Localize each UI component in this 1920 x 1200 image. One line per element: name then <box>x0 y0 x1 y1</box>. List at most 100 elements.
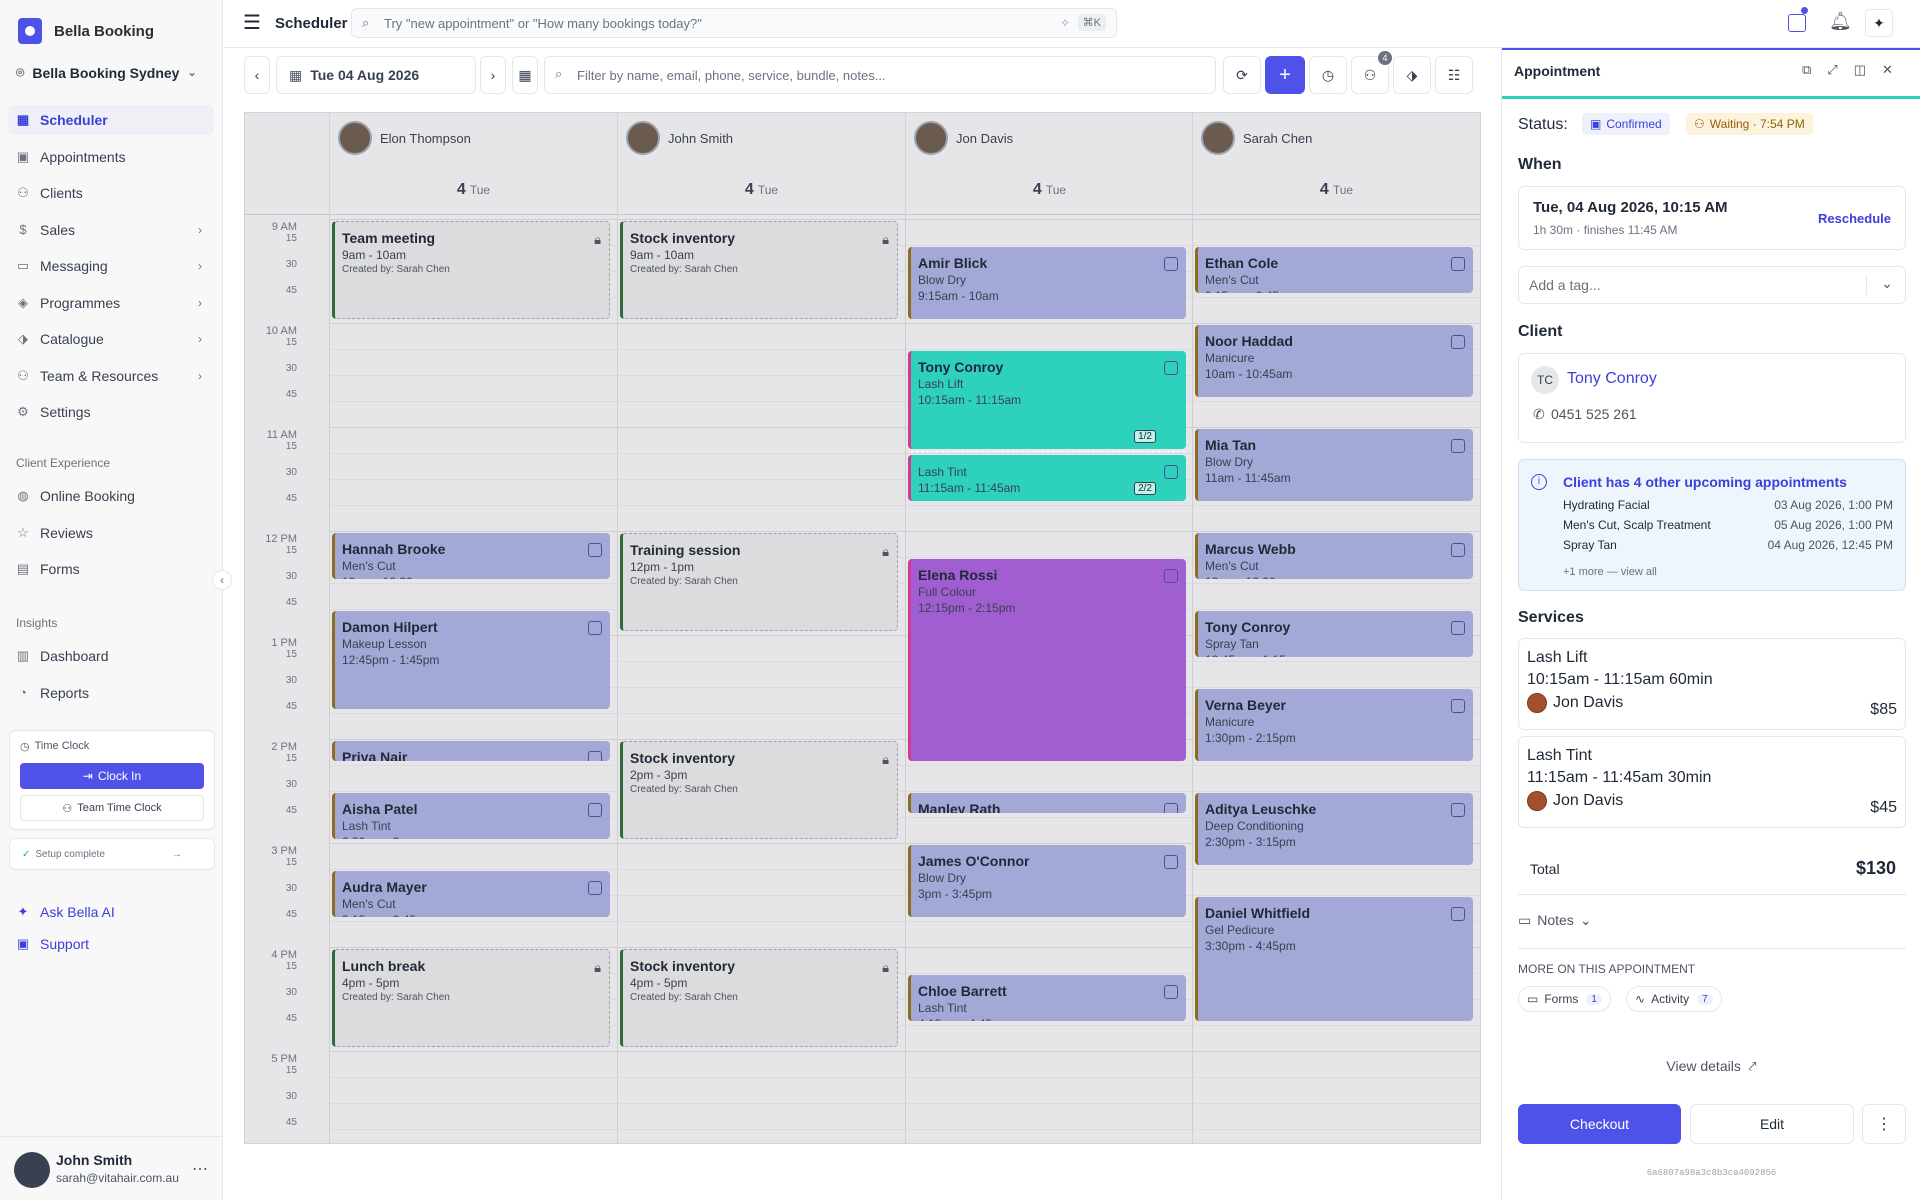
day-label: 4 Tue <box>330 181 617 199</box>
prev-day-button[interactable]: ‹ <box>244 56 270 94</box>
tags-button[interactable]: ⬗ <box>1393 56 1431 94</box>
blocked-time[interactable]: Stock inventory 2pm - 3pm Created by: Sara… <box>620 741 898 839</box>
bell-icon[interactable]: 🔔︎ <box>1829 11 1852 31</box>
setup-complete[interactable]: ✓ Setup complete → <box>9 838 215 870</box>
blocked-time[interactable]: Lunch break 4pm - 5pm Created by: Sarah Ch… <box>332 949 610 1047</box>
brand[interactable]: Bella Booking <box>18 18 154 44</box>
support-link[interactable]: ▣ Support <box>8 929 214 959</box>
appointment-card[interactable]: Chloe Barrett Lash Tint 4:15pm - 4:45pm <box>908 975 1186 1021</box>
appointment-card[interactable]: Aditya Leuschke Deep Conditioning 2:30pm -… <box>1195 793 1473 865</box>
event-service: Makeup Lesson <box>342 637 427 651</box>
menu-icon[interactable]: ☰ <box>243 12 261 34</box>
dock-icon[interactable]: ◫ <box>1853 62 1866 77</box>
user-menu[interactable]: John Smith sarah@vitahair.com.au ⋯ <box>0 1136 223 1200</box>
sidebar-item-programmes[interactable]: ◈ Programmes › <box>8 288 214 318</box>
open-external-icon[interactable]: ⧉ <box>1802 62 1812 77</box>
collapse-sidebar-icon[interactable]: ‹ <box>212 570 232 590</box>
sidebar-item-team-resources[interactable]: ⚇ Team & Resources › <box>8 361 214 391</box>
view-all-link[interactable]: +1 more — view all <box>1563 566 1657 578</box>
upcoming-service[interactable]: Spray Tan <box>1563 538 1617 552</box>
sidebar-item-scheduler[interactable]: ▦ Scheduler <box>8 105 214 135</box>
appointment-card[interactable]: Tony Conroy Lash Lift 10:15am - 11:15am 1/2 <box>908 351 1186 449</box>
schedule-button[interactable]: ◷ <box>1309 56 1347 94</box>
next-day-button[interactable]: › <box>480 56 506 94</box>
sidebar-item-catalogue[interactable]: ⬗ Catalogue › <box>8 324 214 354</box>
command-search-input[interactable]: ⌕ Try "new appointment" or "How many boo… <box>351 8 1117 38</box>
sidebar-item-reviews[interactable]: ☆ Reviews <box>8 518 214 548</box>
service-card[interactable]: Lash Tint 11:15am - 11:45am 30min Jon Davi… <box>1518 736 1906 828</box>
appointment-card[interactable]: Ethan Cole Men's Cut 9:15am - 9:45am <box>1195 247 1473 293</box>
appointment-card[interactable]: Noor Haddad Manicure 10am - 10:45am <box>1195 325 1473 397</box>
appointment-card[interactable]: Amir Blick Blow Dry 9:15am - 10am <box>908 247 1186 319</box>
more-actions-button[interactable]: ⋮ <box>1862 1104 1906 1144</box>
appointment-card[interactable]: Audra Mayer Men's Cut 3:15pm - 3:45pm <box>332 871 610 917</box>
staff-column-header[interactable]: Sarah Chen 4 Tue <box>1192 113 1480 215</box>
quarter-line <box>329 297 1480 298</box>
new-appointment-button[interactable]: + <box>1265 56 1305 94</box>
reschedule-link[interactable]: Reschedule <box>1818 211 1891 226</box>
client-name-link[interactable]: Tony Conroy <box>1567 370 1657 387</box>
team-time-clock-button[interactable]: ⚇ Team Time Clock <box>20 795 204 821</box>
blocked-time[interactable]: Training session 12pm - 1pm Created by: Sa… <box>620 533 898 631</box>
appointment-card[interactable]: Marcus Webb Men's Cut 12pm - 12:30pm <box>1195 533 1473 579</box>
location-selector[interactable]: ⌾ Bella Booking Sydney ⌄ <box>16 64 197 81</box>
month-view-button[interactable]: ▦ <box>512 56 538 94</box>
expand-icon[interactable]: ⤢ <box>1827 62 1838 77</box>
appointment-card[interactable]: James O'Connor Blow Dry 3pm - 3:45pm <box>908 845 1186 917</box>
appointment-card[interactable]: Elena Rossi Full Colour 12:15pm - 2:15pm <box>908 559 1186 761</box>
appointment-card[interactable]: Daniel Whitfield Gel Pedicure 3:30pm - 4:4… <box>1195 897 1473 1021</box>
tasks-icon[interactable] <box>1788 14 1806 32</box>
staff-column-header[interactable]: John Smith 4 Tue <box>617 113 905 215</box>
sidebar-item-sales[interactable]: $ Sales › <box>8 215 214 245</box>
blocked-time[interactable]: Stock inventory 4pm - 5pm Created by: Sara… <box>620 949 898 1047</box>
ai-assistant-icon[interactable]: ✦ <box>1865 9 1893 37</box>
ask-bella-ai[interactable]: ✦ Ask Bella AI <box>8 897 214 927</box>
appointment-card[interactable]: Tony Conroy Spray Tan 12:45pm - 1:15pm <box>1195 611 1473 657</box>
tag-select[interactable]: Add a tag... ⌄ <box>1518 266 1906 304</box>
appointment-card[interactable]: Verna Beyer Manicure 1:30pm - 2:15pm <box>1195 689 1473 761</box>
more-icon[interactable]: ⋯ <box>192 1161 208 1178</box>
sidebar-item-messaging[interactable]: ▭ Messaging › <box>8 251 214 281</box>
appointment-card[interactable]: Manley RathChair Massage <box>908 793 1186 813</box>
sidebar-item-online-booking[interactable]: ◍ Online Booking <box>8 481 214 511</box>
appointment-card[interactable]: Mia Tan Blow Dry 11am - 11:45am <box>1195 429 1473 501</box>
filter-input[interactable]: ⌕ Filter by name, email, phone, service,… <box>544 56 1216 94</box>
event-time: 9:15am - 10am <box>918 289 999 303</box>
staff-column-header[interactable]: Jon Davis 4 Tue <box>905 113 1193 215</box>
status-confirmed-badge[interactable]: ▣ Confirmed <box>1582 113 1670 135</box>
view-details-link[interactable]: View details ⤤ <box>1502 1058 1920 1075</box>
notes-toggle[interactable]: ▭ Notes ⌄ <box>1518 912 1592 929</box>
total-label: Total <box>1530 861 1560 877</box>
clock-in-button[interactable]: ⇥ Clock In <box>20 763 204 789</box>
appointment-card[interactable]: Aisha Patel Lash Tint 2:30pm - 3pm <box>332 793 610 839</box>
client-phone[interactable]: 0451 525 261 <box>1551 406 1637 422</box>
sidebar-item-settings[interactable]: ⚙ Settings <box>8 397 214 427</box>
sidebar-item-appointments[interactable]: ▣ Appointments <box>8 142 214 172</box>
date-picker[interactable]: ▦ Tue 04 Aug 2026 <box>276 56 476 94</box>
sidebar-item-reports[interactable]: ◔ Reports <box>8 678 214 708</box>
appointment-card[interactable]: Damon Hilpert Makeup Lesson 12:45pm - 1:45… <box>332 611 610 709</box>
quarter-line <box>329 869 1480 870</box>
appointment-card[interactable]: Hannah Brooke Men's Cut 12pm - 12:30pm <box>332 533 610 579</box>
blocked-time[interactable]: Stock inventory 9am - 10am Created by: Sar… <box>620 221 898 319</box>
upcoming-service[interactable]: Hydrating Facial <box>1563 498 1650 512</box>
status-waiting-badge[interactable]: ⚇ Waiting · 7:54 PM <box>1686 113 1813 135</box>
activity-chip[interactable]: ∿ Activity 7 <box>1626 986 1722 1012</box>
staff-column-header[interactable]: Elon Thompson 4 Tue <box>329 113 617 215</box>
sidebar-item-clients[interactable]: ⚇ Clients <box>8 178 214 208</box>
sidebar-item-forms[interactable]: ▤ Forms <box>8 554 214 584</box>
upcoming-service[interactable]: Men's Cut, Scalp Treatment <box>1563 518 1711 532</box>
appointment-card[interactable]: Priya NairChair Massage <box>332 741 610 761</box>
calendar-check-icon <box>1164 855 1178 869</box>
edit-button[interactable]: Edit <box>1690 1104 1854 1144</box>
forms-chip[interactable]: ▭ Forms 1 <box>1518 986 1611 1012</box>
view-settings-button[interactable]: ☷ <box>1435 56 1473 94</box>
close-icon[interactable]: ✕ <box>1882 62 1893 77</box>
appointment-card[interactable]: Lash Tint 11:15am - 11:45am 2/2 <box>908 455 1186 501</box>
staff-filter-button[interactable]: ⚇ 4 <box>1351 51 1392 94</box>
sidebar-item-dashboard[interactable]: ▥ Dashboard <box>8 641 214 671</box>
service-card[interactable]: Lash Lift 10:15am - 11:15am 60min Jon Davi… <box>1518 638 1906 730</box>
refresh-button[interactable]: ⟳ <box>1223 56 1261 94</box>
blocked-time[interactable]: Team meeting 9am - 10am Created by: Sarah … <box>332 221 610 319</box>
checkout-button[interactable]: Checkout <box>1518 1104 1681 1144</box>
